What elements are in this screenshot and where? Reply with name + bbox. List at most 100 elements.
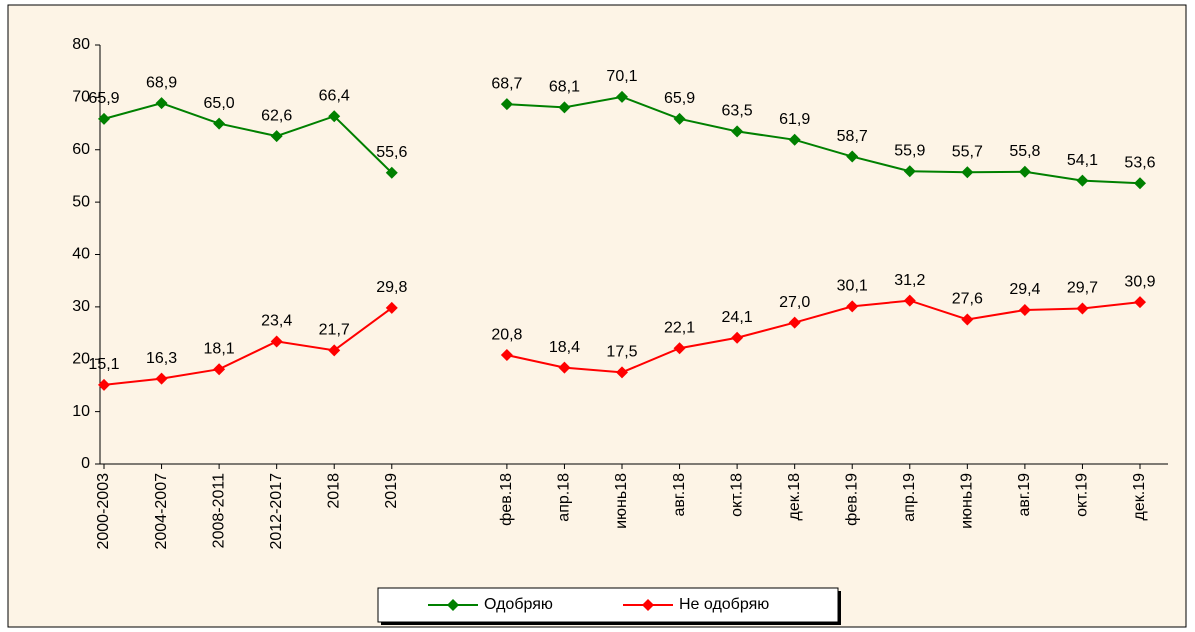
y-tick-label: 20	[72, 350, 90, 367]
point-marker	[328, 344, 341, 357]
data-label: 62,6	[261, 107, 292, 124]
data-label: 29,4	[1009, 281, 1040, 298]
point-marker	[731, 125, 744, 138]
point-marker	[673, 112, 686, 125]
point-marker	[385, 166, 398, 179]
data-label: 21,7	[319, 322, 350, 339]
x-tick-label: фев.19	[843, 473, 860, 526]
x-tick-label: 2008-2011	[210, 473, 227, 548]
point-marker	[385, 301, 398, 314]
y-tick-label: 50	[72, 193, 90, 210]
point-marker	[1076, 174, 1089, 187]
data-label: 29,8	[376, 279, 407, 296]
point-marker	[500, 349, 513, 362]
data-label: 65,9	[664, 90, 695, 107]
data-label: 23,4	[261, 313, 292, 330]
point-marker	[673, 342, 686, 355]
y-tick-label: 0	[81, 455, 90, 472]
data-label: 65,0	[204, 95, 235, 112]
point-marker	[1134, 296, 1146, 309]
point-marker	[270, 130, 283, 143]
data-label: 18,1	[204, 340, 235, 357]
data-label: 68,9	[146, 74, 177, 91]
point-marker	[500, 98, 513, 111]
point-marker	[903, 294, 916, 307]
data-label: 53,6	[1124, 154, 1155, 171]
x-tick-label: авг.18	[671, 473, 688, 517]
point-marker	[155, 97, 168, 110]
y-tick-label: 30	[72, 298, 90, 315]
x-tick-label: июнь18	[613, 473, 630, 529]
point-marker	[731, 331, 744, 344]
x-tick-label: 2018	[325, 473, 342, 509]
x-tick-label: 2019	[383, 473, 400, 509]
data-label: 31,2	[894, 272, 925, 289]
point-marker	[846, 150, 859, 163]
data-label: 30,1	[837, 278, 868, 295]
series-line	[103, 299, 1141, 386]
y-tick-label: 80	[72, 36, 90, 53]
point-marker	[903, 165, 916, 178]
point-marker	[788, 133, 801, 146]
point-marker	[1076, 302, 1089, 315]
point-marker	[1018, 304, 1031, 317]
data-label: 55,8	[1009, 143, 1040, 160]
data-label: 63,5	[722, 103, 753, 120]
point-marker	[616, 90, 628, 103]
data-label: 16,3	[146, 350, 177, 367]
point-marker	[846, 300, 859, 313]
x-tick-label: дек.19	[1131, 473, 1148, 521]
x-tick-label: 2000-2003	[95, 473, 112, 550]
data-label: 22,1	[664, 319, 695, 336]
point-marker	[558, 361, 571, 374]
data-label: 54,1	[1067, 152, 1098, 169]
data-label: 61,9	[779, 111, 810, 128]
point-marker	[558, 101, 571, 114]
data-label: 15,1	[88, 356, 119, 373]
data-label: 55,6	[376, 144, 407, 161]
point-marker	[213, 363, 226, 376]
point-marker	[1018, 165, 1031, 178]
point-marker	[328, 110, 341, 123]
x-tick-label: фев.18	[498, 473, 515, 526]
chart-frame	[7, 4, 1187, 628]
data-label: 68,7	[491, 75, 522, 92]
x-tick-label: апр.19	[901, 473, 918, 522]
data-label: 30,9	[1124, 273, 1155, 290]
point-marker	[155, 372, 168, 385]
data-label: 20,8	[491, 326, 522, 343]
x-tick-label: 2004-2007	[153, 473, 170, 550]
x-tick-label: 2012-2017	[268, 473, 285, 550]
point-marker	[961, 313, 974, 326]
point-marker	[961, 166, 974, 179]
legend-marker	[642, 599, 654, 611]
x-tick-label: окт.18	[728, 473, 745, 517]
point-marker	[98, 378, 110, 391]
y-tick-label: 10	[72, 403, 90, 420]
x-tick-label: апр.18	[556, 473, 573, 522]
point-marker	[213, 117, 226, 130]
point-marker	[270, 335, 283, 348]
data-label: 17,5	[606, 344, 637, 361]
x-tick-label: июнь19	[959, 473, 976, 529]
data-label: 18,4	[549, 339, 580, 356]
point-marker	[98, 112, 110, 125]
data-label: 29,7	[1067, 280, 1098, 297]
data-label: 66,4	[319, 87, 350, 104]
data-label: 55,7	[952, 143, 983, 160]
point-marker	[788, 316, 801, 329]
y-tick-label: 60	[72, 141, 90, 158]
data-label: 65,9	[88, 90, 119, 107]
data-label: 27,0	[779, 294, 810, 311]
data-label: 24,1	[722, 309, 753, 326]
data-label: 70,1	[606, 68, 637, 85]
x-tick-label: авг.19	[1016, 473, 1033, 517]
legend-marker	[447, 599, 459, 611]
legend-label: Одобряю	[484, 596, 553, 613]
x-tick-label: окт.19	[1074, 473, 1091, 517]
data-label: 55,9	[894, 142, 925, 159]
x-tick-label: дек.18	[786, 473, 803, 521]
point-marker	[1134, 177, 1146, 190]
data-label: 68,1	[549, 79, 580, 96]
